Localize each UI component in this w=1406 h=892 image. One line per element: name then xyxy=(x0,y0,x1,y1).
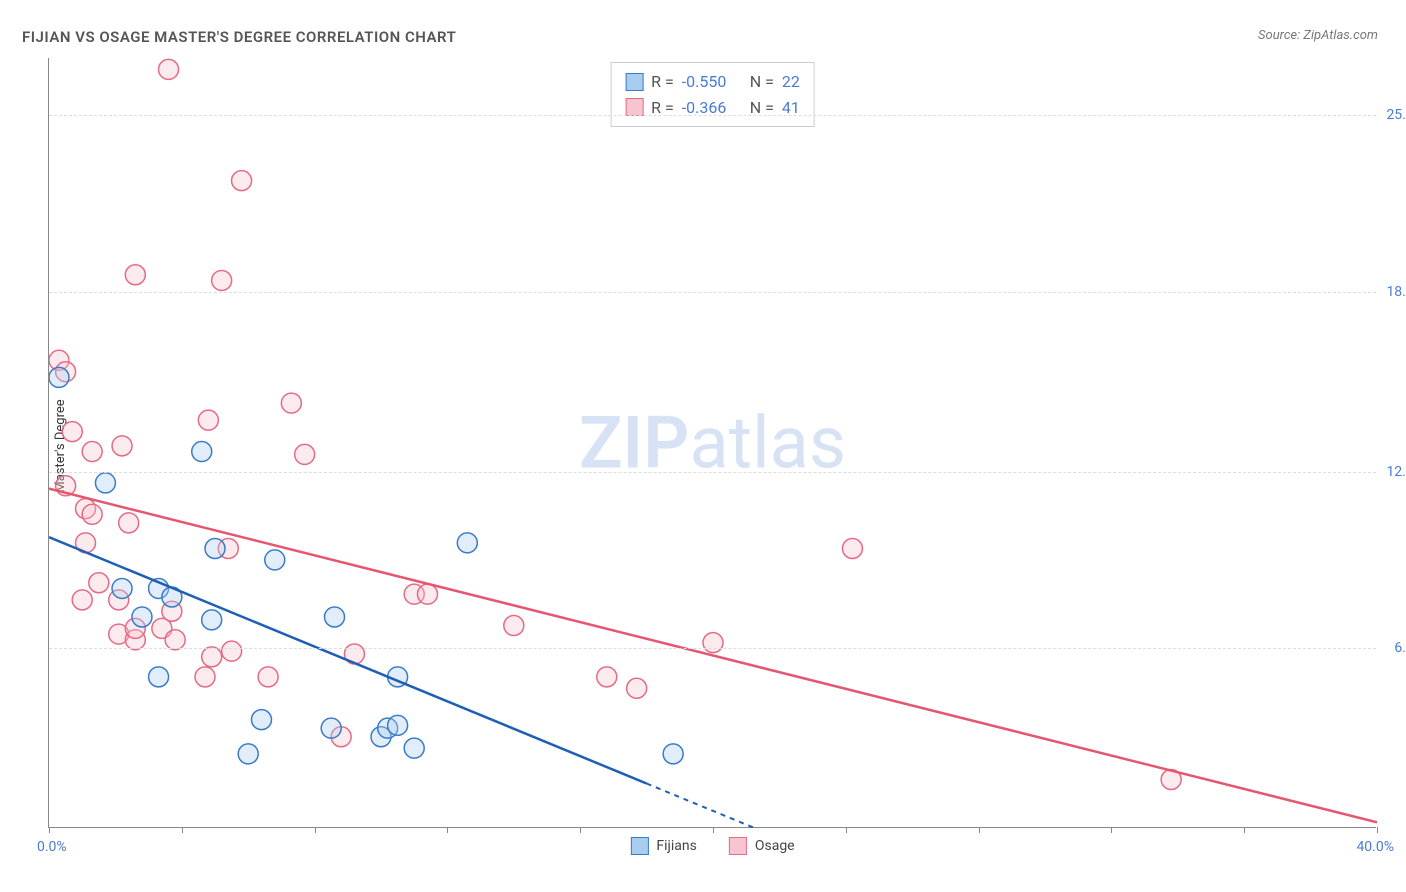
x-tick xyxy=(979,827,980,833)
stats-legend-box: R = -0.550 N = 22 R = -0.366 N = 41 xyxy=(610,62,815,127)
fijians-point xyxy=(149,667,169,687)
x-tick xyxy=(315,827,316,833)
fijians-point xyxy=(388,715,408,735)
bottom-legend: Fijians Osage xyxy=(630,837,794,855)
x-tick xyxy=(580,827,581,833)
gridline xyxy=(49,292,1376,293)
svg-layer xyxy=(49,58,1377,828)
osage-point xyxy=(112,436,132,456)
stats-r-value-fijians: -0.550 xyxy=(682,69,742,95)
osage-point xyxy=(281,393,301,413)
osage-point xyxy=(597,667,617,687)
gridline xyxy=(49,648,1376,649)
correlation-chart: FIJIAN VS OSAGE MASTER'S DEGREE CORRELAT… xyxy=(0,0,1406,892)
gridline xyxy=(49,115,1376,116)
fijians-swatch-icon xyxy=(630,837,648,855)
x-tick xyxy=(1111,827,1112,833)
x-tick xyxy=(49,827,50,833)
fijians-point xyxy=(663,744,683,764)
osage-point xyxy=(119,513,139,533)
osage-point xyxy=(72,590,92,610)
osage-point xyxy=(703,633,723,653)
osage-point xyxy=(258,667,278,687)
osage-point xyxy=(89,573,109,593)
legend-item-fijians: Fijians xyxy=(630,837,696,855)
osage-point xyxy=(202,647,222,667)
osage-point xyxy=(195,667,215,687)
x-tick xyxy=(1244,827,1245,833)
stats-n-label: N = xyxy=(750,69,774,95)
stats-row-fijians: R = -0.550 N = 22 xyxy=(625,69,800,95)
fijians-point xyxy=(251,710,271,730)
fijians-point xyxy=(325,607,345,627)
stats-n-label: N = xyxy=(750,95,774,121)
fijians-point xyxy=(95,473,115,493)
osage-point xyxy=(125,265,145,285)
fijians-point xyxy=(404,738,424,758)
legend-label-fijians: Fijians xyxy=(656,838,696,854)
chart-source: Source: ZipAtlas.com xyxy=(1258,28,1378,43)
x-tick xyxy=(1377,827,1378,833)
osage-point xyxy=(222,641,242,661)
osage-point xyxy=(232,171,252,191)
osage-point xyxy=(212,270,232,290)
stats-r-value-osage: -0.366 xyxy=(682,95,742,121)
fijians-point xyxy=(132,607,152,627)
plot-area: ZIPatlas R = -0.550 N = 22 R = -0.366 N … xyxy=(48,58,1376,828)
stats-r-label: R = xyxy=(651,69,674,95)
osage-point xyxy=(159,59,179,79)
stats-n-value-osage: 41 xyxy=(782,95,800,121)
x-tick xyxy=(713,827,714,833)
stats-n-value-fijians: 22 xyxy=(782,69,800,95)
fijians-point xyxy=(49,367,69,387)
x-tick xyxy=(846,827,847,833)
fijians-point xyxy=(238,744,258,764)
legend-item-osage: Osage xyxy=(729,837,795,855)
trend-line xyxy=(49,537,647,783)
y-tick-label: 25.0% xyxy=(1386,107,1406,123)
osage-point xyxy=(295,444,315,464)
osage-point xyxy=(627,678,647,698)
stats-row-osage: R = -0.366 N = 41 xyxy=(625,95,800,121)
osage-point xyxy=(82,442,102,462)
trend-line-dashed xyxy=(647,784,755,828)
chart-title: FIJIAN VS OSAGE MASTER'S DEGREE CORRELAT… xyxy=(22,28,456,46)
osage-point xyxy=(82,504,102,524)
stats-r-label: R = xyxy=(651,95,674,121)
fijians-point xyxy=(192,442,212,462)
osage-point xyxy=(504,616,524,636)
osage-swatch-icon xyxy=(729,837,747,855)
y-tick-label: 6.3% xyxy=(1394,640,1406,656)
osage-point xyxy=(417,584,437,604)
trend-line xyxy=(49,489,1377,823)
osage-point xyxy=(842,539,862,559)
fijians-point xyxy=(457,533,477,553)
x-axis-max-label: 40.0% xyxy=(1356,839,1394,855)
osage-point xyxy=(62,422,82,442)
gridline xyxy=(49,472,1376,473)
legend-label-osage: Osage xyxy=(755,838,795,854)
y-tick-label: 12.5% xyxy=(1386,464,1406,480)
osage-swatch-icon xyxy=(625,98,643,116)
x-axis-min-label: 0.0% xyxy=(37,839,67,855)
osage-point xyxy=(198,410,218,430)
x-tick xyxy=(447,827,448,833)
fijians-point xyxy=(321,718,341,738)
fijians-point xyxy=(112,578,132,598)
fijians-swatch-icon xyxy=(625,73,643,91)
fijians-point xyxy=(265,550,285,570)
osage-point xyxy=(165,630,185,650)
fijians-point xyxy=(202,610,222,630)
x-tick xyxy=(182,827,183,833)
fijians-point xyxy=(205,539,225,559)
y-tick-label: 18.8% xyxy=(1386,284,1406,300)
